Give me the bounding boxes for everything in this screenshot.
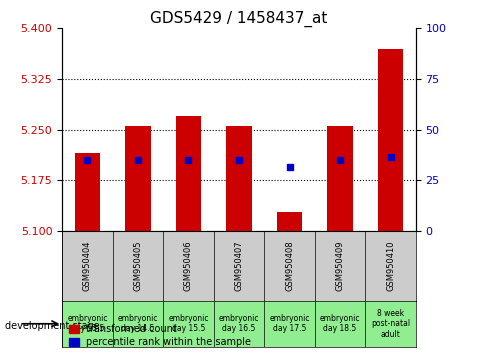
Text: embryonic
day 18.5: embryonic day 18.5 [320, 314, 360, 333]
Legend: transformed count, percentile rank within the sample: transformed count, percentile rank withi… [67, 322, 253, 349]
Text: GSM950405: GSM950405 [133, 241, 142, 291]
Text: embryonic
day 15.5: embryonic day 15.5 [168, 314, 209, 333]
Bar [125, 126, 151, 231]
Text: GSM950404: GSM950404 [83, 241, 92, 291]
Text: development stage: development stage [5, 321, 99, 331]
Text: 8 week
post-natal
adult: 8 week post-natal adult [371, 309, 410, 339]
Text: embryonic
day 16.5: embryonic day 16.5 [219, 314, 259, 333]
Bar [75, 153, 100, 231]
Text: GSM950409: GSM950409 [336, 241, 345, 291]
Text: GSM950408: GSM950408 [285, 240, 294, 291]
Bar [227, 126, 251, 231]
Text: GSM950410: GSM950410 [386, 241, 395, 291]
Text: embryonic
day 14.5: embryonic day 14.5 [118, 314, 158, 333]
Text: GSM950407: GSM950407 [235, 240, 243, 291]
Bar [378, 48, 403, 231]
Title: GDS5429 / 1458437_at: GDS5429 / 1458437_at [150, 11, 328, 27]
Text: embryonic
day 13.5: embryonic day 13.5 [67, 314, 108, 333]
Text: GSM950406: GSM950406 [184, 240, 193, 291]
Bar [176, 116, 201, 231]
Bar [277, 212, 302, 231]
Bar [327, 126, 353, 231]
Text: embryonic
day 17.5: embryonic day 17.5 [269, 314, 310, 333]
